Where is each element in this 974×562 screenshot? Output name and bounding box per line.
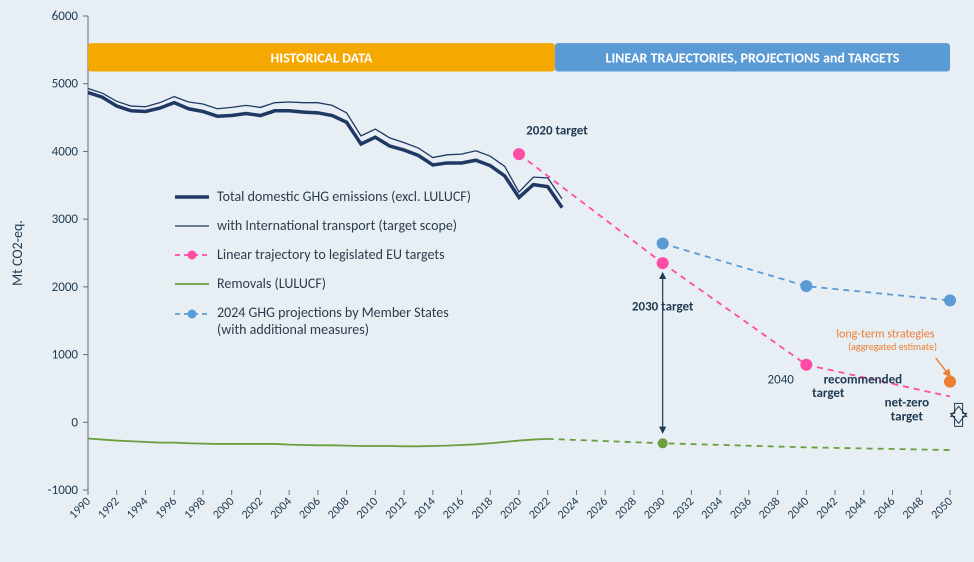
- svg-text:1992: 1992: [95, 495, 122, 522]
- svg-text:1000: 1000: [52, 348, 79, 363]
- svg-text:2002: 2002: [239, 495, 266, 522]
- svg-text:target: target: [891, 409, 924, 424]
- svg-text:2020 target: 2020 target: [526, 124, 588, 139]
- svg-text:6000: 6000: [52, 9, 79, 24]
- svg-text:1994: 1994: [124, 495, 151, 522]
- legend-label: with International transport (target sco…: [217, 217, 457, 234]
- svg-text:2008: 2008: [325, 495, 352, 522]
- svg-text:2026: 2026: [584, 495, 611, 522]
- svg-text:2032: 2032: [670, 495, 697, 522]
- svg-text:1996: 1996: [153, 495, 180, 522]
- legend-item-removals: Removals (LULUCF): [175, 275, 471, 292]
- svg-text:2034: 2034: [699, 495, 726, 522]
- svg-text:2014: 2014: [412, 495, 439, 522]
- svg-text:2006: 2006: [297, 495, 324, 522]
- legend: Total domestic GHG emissions (excl. LULU…: [175, 188, 471, 350]
- svg-text:(aggregated estimate): (aggregated estimate): [848, 340, 937, 353]
- svg-text:5000: 5000: [52, 77, 79, 92]
- svg-text:2028: 2028: [613, 495, 640, 522]
- ghg-chart: -1000 0 1000 2000 3000 4000 5000 6000 Mt CO2-eq.…: [0, 0, 974, 562]
- svg-text:2036: 2036: [728, 495, 755, 522]
- legend-label: Linear trajectory to legislated EU targe…: [217, 246, 445, 263]
- svg-text:2010: 2010: [354, 495, 381, 522]
- svg-text:2030: 2030: [641, 495, 668, 522]
- svg-text:-1000: -1000: [48, 483, 79, 498]
- svg-text:1990: 1990: [67, 495, 94, 522]
- svg-text:2044: 2044: [843, 495, 870, 522]
- svg-text:2004: 2004: [268, 495, 295, 522]
- svg-text:LINEAR TRAJECTORIES, PROJECTIO: LINEAR TRAJECTORIES, PROJECTIONS and TAR…: [606, 49, 900, 66]
- svg-text:3000: 3000: [52, 212, 79, 227]
- svg-text:2040: 2040: [785, 495, 812, 522]
- svg-text:2038: 2038: [756, 495, 783, 522]
- svg-text:2050: 2050: [929, 495, 956, 522]
- svg-text:2000: 2000: [52, 280, 79, 295]
- legend-label: Total domestic GHG emissions (excl. LULU…: [217, 188, 471, 205]
- svg-text:2024: 2024: [555, 495, 582, 522]
- legend-item-total-ghg: Total domestic GHG emissions (excl. LULU…: [175, 188, 471, 205]
- svg-text:Mt CO2-eq.: Mt CO2-eq.: [9, 220, 26, 286]
- svg-text:2022: 2022: [526, 495, 553, 522]
- legend-item-with-intl: with International transport (target sco…: [175, 217, 471, 234]
- svg-text:2000: 2000: [210, 495, 237, 522]
- svg-text:2042: 2042: [814, 495, 841, 522]
- svg-text:2016: 2016: [440, 495, 467, 522]
- svg-text:2030 target: 2030 target: [632, 300, 694, 315]
- svg-text:4000: 4000: [52, 144, 79, 159]
- legend-label: Removals (LULUCF): [217, 275, 326, 292]
- svg-text:2020: 2020: [498, 495, 525, 522]
- svg-text:2012: 2012: [383, 495, 410, 522]
- svg-text:2018: 2018: [469, 495, 496, 522]
- svg-text:2040: 2040: [768, 373, 795, 388]
- svg-text:2048: 2048: [900, 495, 927, 522]
- svg-text:2046: 2046: [871, 495, 898, 522]
- legend-label: 2024 GHG projections by Member States(wi…: [217, 304, 449, 338]
- legend-item-projections: 2024 GHG projections by Member States(wi…: [175, 304, 471, 338]
- svg-text:HISTORICAL DATA: HISTORICAL DATA: [271, 49, 373, 66]
- svg-text:1998: 1998: [182, 495, 209, 522]
- legend-item-trajectory: Linear trajectory to legislated EU targe…: [175, 246, 471, 263]
- svg-text:0: 0: [71, 415, 78, 430]
- svg-text:target: target: [812, 386, 845, 401]
